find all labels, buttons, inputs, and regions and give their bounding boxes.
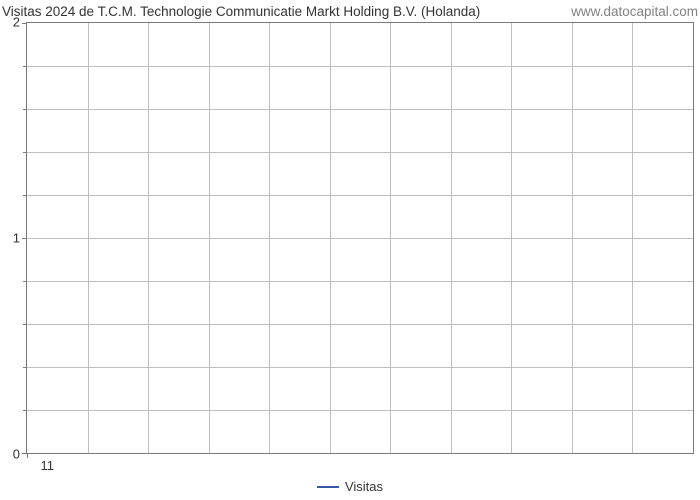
gridline-horizontal xyxy=(27,324,693,325)
gridline-vertical xyxy=(330,23,331,453)
legend-label: Visitas xyxy=(345,479,383,494)
y-minor-tick xyxy=(23,410,27,411)
gridline-horizontal xyxy=(27,66,693,67)
y-minor-tick xyxy=(23,195,27,196)
gridline-horizontal xyxy=(27,152,693,153)
gridline-horizontal xyxy=(27,195,693,196)
y-axis-label: 0 xyxy=(13,447,20,462)
y-major-tick xyxy=(22,238,27,239)
gridline-horizontal xyxy=(27,410,693,411)
gridline-horizontal xyxy=(27,281,693,282)
chart-legend: Visitas xyxy=(317,479,383,494)
y-major-tick xyxy=(22,23,27,24)
gridline-vertical xyxy=(269,23,270,453)
gridline-vertical xyxy=(572,23,573,453)
y-minor-tick xyxy=(23,281,27,282)
y-minor-tick xyxy=(23,66,27,67)
gridline-vertical xyxy=(209,23,210,453)
gridline-horizontal xyxy=(27,367,693,368)
y-minor-tick xyxy=(23,109,27,110)
gridline-vertical xyxy=(390,23,391,453)
y-axis-label: 1 xyxy=(13,231,20,246)
plot-area xyxy=(26,22,694,454)
x-axis-label: 11 xyxy=(41,458,55,473)
y-minor-tick xyxy=(23,367,27,368)
y-axis-label: 2 xyxy=(13,15,20,30)
x-major-tick xyxy=(27,453,28,458)
gridline-vertical xyxy=(88,23,89,453)
gridline-horizontal xyxy=(27,109,693,110)
legend-line-icon xyxy=(317,486,339,488)
plot-area-wrap: 01211 xyxy=(26,22,694,454)
chart-title-row: Visitas 2024 de T.C.M. Technologie Commu… xyxy=(2,4,698,19)
y-minor-tick xyxy=(23,324,27,325)
chart-title: Visitas 2024 de T.C.M. Technologie Commu… xyxy=(2,4,480,19)
gridline-horizontal xyxy=(27,238,693,239)
y-minor-tick xyxy=(23,152,27,153)
gridline-vertical xyxy=(632,23,633,453)
gridline-vertical xyxy=(148,23,149,453)
chart-container: Visitas 2024 de T.C.M. Technologie Commu… xyxy=(0,0,700,500)
gridline-vertical xyxy=(511,23,512,453)
chart-source-url: www.datocapital.com xyxy=(571,4,698,19)
gridline-vertical xyxy=(451,23,452,453)
